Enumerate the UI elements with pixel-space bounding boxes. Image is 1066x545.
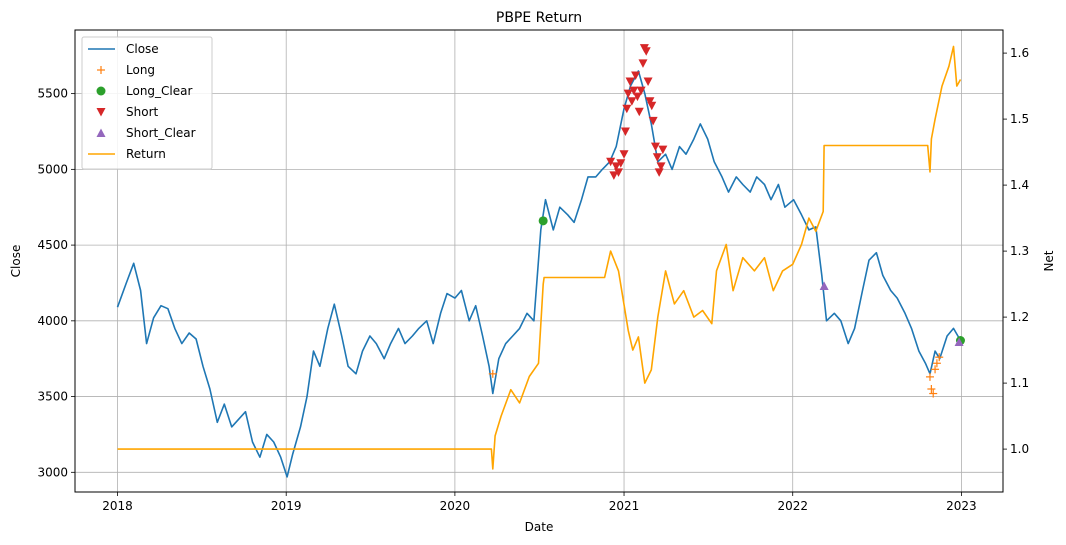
point-short [652,153,662,162]
x-tick-label: 2021 [609,499,640,513]
legend-label: Close [126,42,159,56]
series-long [488,353,944,398]
legend-entry: Return [88,147,166,161]
x-tick-label: 2020 [440,499,471,513]
y-tick-label: 4000 [37,314,68,328]
x-tick-label: 2019 [271,499,302,513]
point-long [929,389,938,398]
point-short [627,97,637,106]
point-short [654,168,664,177]
point-short [643,77,653,87]
point-short-clear [954,337,964,347]
point-short [609,171,619,180]
point-short [606,157,616,167]
point-short [613,168,623,177]
point-short [632,92,642,102]
point-long [931,365,940,374]
point-long [488,369,497,378]
chart-title: PBPE Return [496,10,582,26]
legend-entry: Short [96,105,158,119]
legend-label: Long [126,63,155,77]
y-right-tick-label: 1.5 [1010,112,1029,126]
x-tick-label: 2022 [777,499,808,513]
series-short [606,44,668,180]
point-short [638,59,648,68]
series-short-clear [819,281,964,347]
x-tick-label: 2018 [102,499,133,513]
legend-swatch [97,66,105,74]
point-long [932,359,941,368]
legend-swatch [96,86,106,96]
plot-frame [74,29,1004,493]
point-short [648,116,658,126]
y-tick-label: 3000 [37,465,68,479]
y-tick-label: 5500 [37,87,68,101]
y-right-tick-label: 1.3 [1010,244,1029,258]
series-line-return [117,45,962,470]
x-axis-label: Date [525,520,554,534]
y-right-tick-label: 1.4 [1010,178,1029,192]
point-short-clear [819,281,829,290]
legend-box [81,36,213,170]
y-axis-label: Close [9,245,23,278]
y-axis-right-label: Net [1042,250,1056,271]
legend-entry: Short_Clear [96,126,196,140]
point-short [634,107,644,117]
y-tick-label: 4500 [37,238,68,252]
point-short [625,77,635,87]
legend-swatch [96,128,106,137]
point-long [925,372,934,381]
y-right-tick-label: 1.6 [1010,46,1029,60]
legend-entry: Close [88,42,159,56]
legend-entry: Long_Clear [96,84,192,98]
point-short [658,145,668,155]
legend-label: Short_Clear [126,126,196,140]
legend-entry: Long [97,63,155,77]
x-tick-label: 2023 [946,499,977,513]
y-tick-label: 3500 [37,390,68,404]
y-right-tick-label: 1.1 [1010,376,1029,390]
legend-label: Return [126,147,166,161]
point-short [645,97,655,106]
legend-label: Short [126,105,158,119]
point-long-clear [538,216,548,226]
plot-area [116,44,965,478]
point-short [629,86,639,96]
y-right-tick-label: 1.2 [1010,310,1029,324]
point-short [616,159,626,168]
point-short [631,71,641,80]
point-short [641,47,651,56]
point-long [935,353,944,362]
point-short [611,162,621,171]
y-tick-label: 5000 [37,162,68,176]
point-short [622,104,632,114]
legend: Close Long Long_Clear Short Short_Clear Retur… [81,36,213,170]
point-short [647,101,657,111]
point-short [650,142,660,152]
point-short [656,162,666,171]
legend-label: Long_Clear [126,84,192,98]
y-right-tick-label: 1.0 [1010,442,1029,456]
axes: 2018 2019 2020 2021 2022 2023 3000 3500 4000 4500… [37,46,1029,513]
legend-swatch [96,108,106,117]
point-short [636,86,646,96]
point-short [623,89,633,99]
point-long [927,384,936,393]
point-short [620,127,630,136]
point-short [619,150,629,159]
